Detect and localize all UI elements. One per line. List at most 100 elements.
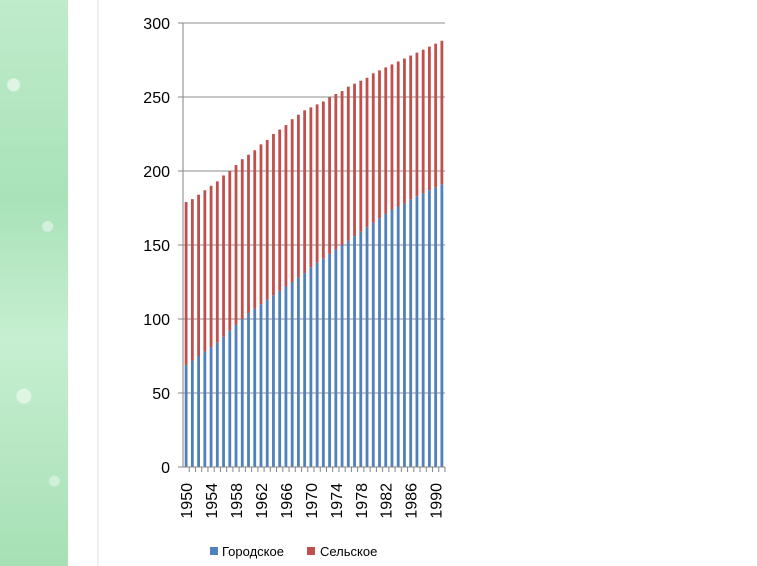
bar-rural: [190, 199, 194, 361]
y-tick-label: 250: [143, 90, 170, 107]
bar-urban: [340, 245, 344, 467]
bar-rural: [309, 107, 313, 268]
bar-rural: [334, 94, 338, 250]
bar-urban: [222, 336, 225, 467]
bar-urban: [215, 342, 219, 467]
bar-rural: [403, 58, 406, 204]
bar-rural: [303, 110, 307, 274]
bar-urban: [428, 190, 431, 468]
legend: Городское Сельское: [210, 544, 377, 559]
x-tick-label: 1966: [279, 483, 296, 519]
bar-urban: [378, 218, 381, 467]
bar-urban: [328, 253, 331, 467]
bar-rural: [222, 175, 225, 337]
bar-rural: [284, 125, 288, 287]
legend-swatch-rural: [307, 547, 315, 555]
bar-urban: [334, 249, 338, 467]
bar-rural: [340, 91, 344, 245]
x-tick-label: 1974: [329, 483, 346, 519]
x-tick-label: 1950: [179, 483, 196, 519]
legend-swatch-urban: [210, 547, 218, 555]
bar-urban: [346, 240, 350, 467]
bar-urban: [290, 282, 294, 467]
divider: [97, 0, 99, 566]
bar-urban: [371, 222, 375, 467]
y-tick-label: 50: [152, 386, 170, 403]
bar-urban: [190, 360, 194, 467]
bar-urban: [203, 351, 207, 467]
bar-urban: [278, 290, 282, 467]
bar-rural: [328, 97, 331, 254]
y-tick-label: 100: [143, 312, 170, 329]
bar-rural: [265, 139, 269, 300]
bar-rural: [415, 52, 419, 197]
bar-urban: [434, 187, 438, 467]
bar-rural: [421, 49, 425, 194]
bar-urban: [234, 324, 238, 467]
bar-urban: [315, 262, 319, 467]
x-axis: 1950 1954 1958 1962 1966 1970 1974 1978 1982 1986…: [179, 466, 446, 519]
bar-rural: [365, 77, 369, 228]
bar-urban: [421, 193, 425, 467]
x-tick-label: 1970: [304, 483, 321, 519]
y-tick-label: 200: [143, 164, 170, 181]
bar-rural: [346, 86, 350, 241]
bar-rural: [234, 165, 238, 325]
bar-rural: [240, 159, 244, 319]
bar-urban: [415, 196, 419, 467]
bar-urban: [359, 231, 363, 467]
bar-urban: [309, 267, 313, 467]
bar-urban: [265, 299, 269, 467]
bar-urban: [297, 277, 300, 467]
bar-urban: [197, 356, 200, 467]
bar-urban: [365, 227, 369, 467]
legend-label-rural: Сельское: [320, 544, 377, 559]
bar-urban: [184, 364, 188, 467]
bar-rural: [384, 67, 388, 214]
decorative-background-strip: [0, 0, 68, 566]
bar-rural: [247, 154, 250, 314]
x-tick-label: 1958: [229, 483, 246, 519]
bar-rural: [371, 73, 375, 223]
bar-rural: [272, 134, 275, 296]
x-tick-label: 1990: [429, 483, 446, 519]
bar-rural: [209, 185, 213, 348]
bar-rural: [440, 40, 444, 185]
bar-rural: [215, 181, 219, 343]
bar-rural: [228, 171, 232, 331]
x-tick-label: 1978: [354, 483, 371, 519]
bar-rural: [290, 119, 294, 282]
bar-urban: [228, 330, 232, 467]
bar-rural: [184, 202, 188, 365]
bar-urban: [284, 286, 288, 467]
bar-urban: [440, 184, 444, 467]
x-tick-label: 1982: [379, 483, 396, 519]
bar-rural: [321, 101, 325, 259]
bar-urban: [384, 213, 388, 467]
bar-rural: [203, 190, 207, 352]
x-tick-label: 1954: [204, 483, 221, 519]
bar-urban: [272, 295, 275, 467]
y-tick-label: 150: [143, 238, 170, 255]
bar-urban: [253, 308, 257, 467]
bar-urban: [353, 236, 356, 467]
y-axis: 0 50 100 150 200 250 300: [143, 16, 184, 477]
bar-rural: [434, 43, 438, 188]
bar-rural: [428, 46, 431, 191]
x-tick-label: 1962: [254, 483, 271, 519]
y-tick-label: 300: [143, 16, 170, 33]
bar-rural: [378, 70, 381, 219]
bar-rural: [396, 61, 400, 207]
bar-urban: [303, 273, 307, 467]
bar-rural: [297, 114, 300, 278]
bar-rural: [197, 194, 200, 356]
bar-rural: [253, 150, 257, 309]
legend-label-urban: Городское: [222, 544, 284, 559]
x-tick-label: 1986: [404, 483, 421, 519]
bars: [184, 40, 444, 468]
bar-urban: [247, 313, 250, 467]
bar-rural: [278, 129, 282, 291]
bar-rural: [359, 80, 363, 232]
bar-urban: [409, 199, 413, 467]
